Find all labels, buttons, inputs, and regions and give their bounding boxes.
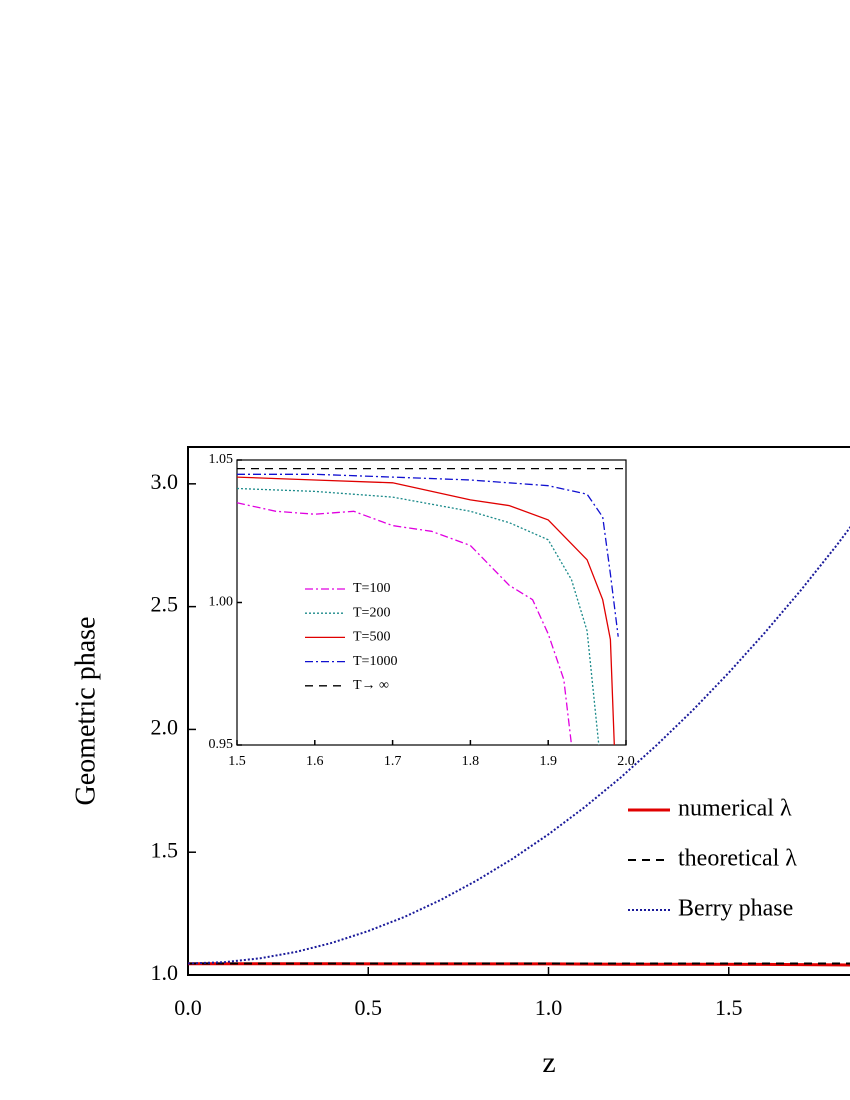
- y-tick-label: 2.5: [151, 592, 179, 617]
- x-tick-label: 1.0: [535, 995, 563, 1020]
- x-tick-label: 1.6: [306, 754, 324, 769]
- x-tick-label: 2.0: [617, 754, 635, 769]
- series-line: [236, 502, 573, 746]
- x-tick-label: 1.9: [539, 754, 557, 769]
- legend-label: T=1000: [353, 654, 397, 669]
- legend-label: T=500: [353, 630, 390, 645]
- y-tick-label: 1.05: [209, 452, 234, 467]
- plot-area: [236, 459, 627, 746]
- series-line: [187, 525, 850, 965]
- x-tick-label: 0.5: [355, 995, 383, 1020]
- y-tick-label: 1.0: [151, 960, 179, 985]
- y-tick-label: 0.95: [209, 737, 234, 752]
- legend-label: T=100: [353, 581, 390, 596]
- y-axis-label: Geometric phase: [70, 617, 101, 806]
- y-tick-label: 1.5: [151, 837, 179, 862]
- series-line: [188, 962, 850, 967]
- series-line: [237, 473, 619, 637]
- x-tick-label: 1.5: [715, 995, 743, 1020]
- x-tick-label: 1.8: [462, 754, 480, 769]
- legend-label: Berry phase: [678, 896, 793, 922]
- legend-label: T=200: [353, 605, 390, 620]
- legend-label: T→ ∞: [353, 678, 389, 693]
- y-tick-label: 2.0: [151, 714, 179, 739]
- x-tick-label: 0.0: [174, 995, 202, 1020]
- y-tick-label: 1.00: [209, 595, 234, 610]
- x-tick-label: 1.7: [384, 754, 402, 769]
- series-line: [236, 476, 615, 746]
- x-axis-label: z: [542, 1046, 555, 1079]
- x-tick-label: 1.5: [228, 754, 246, 769]
- legend-label: theoretical λ: [678, 846, 797, 872]
- legend-label: numerical λ: [678, 796, 792, 822]
- y-tick-label: 3.0: [151, 469, 179, 494]
